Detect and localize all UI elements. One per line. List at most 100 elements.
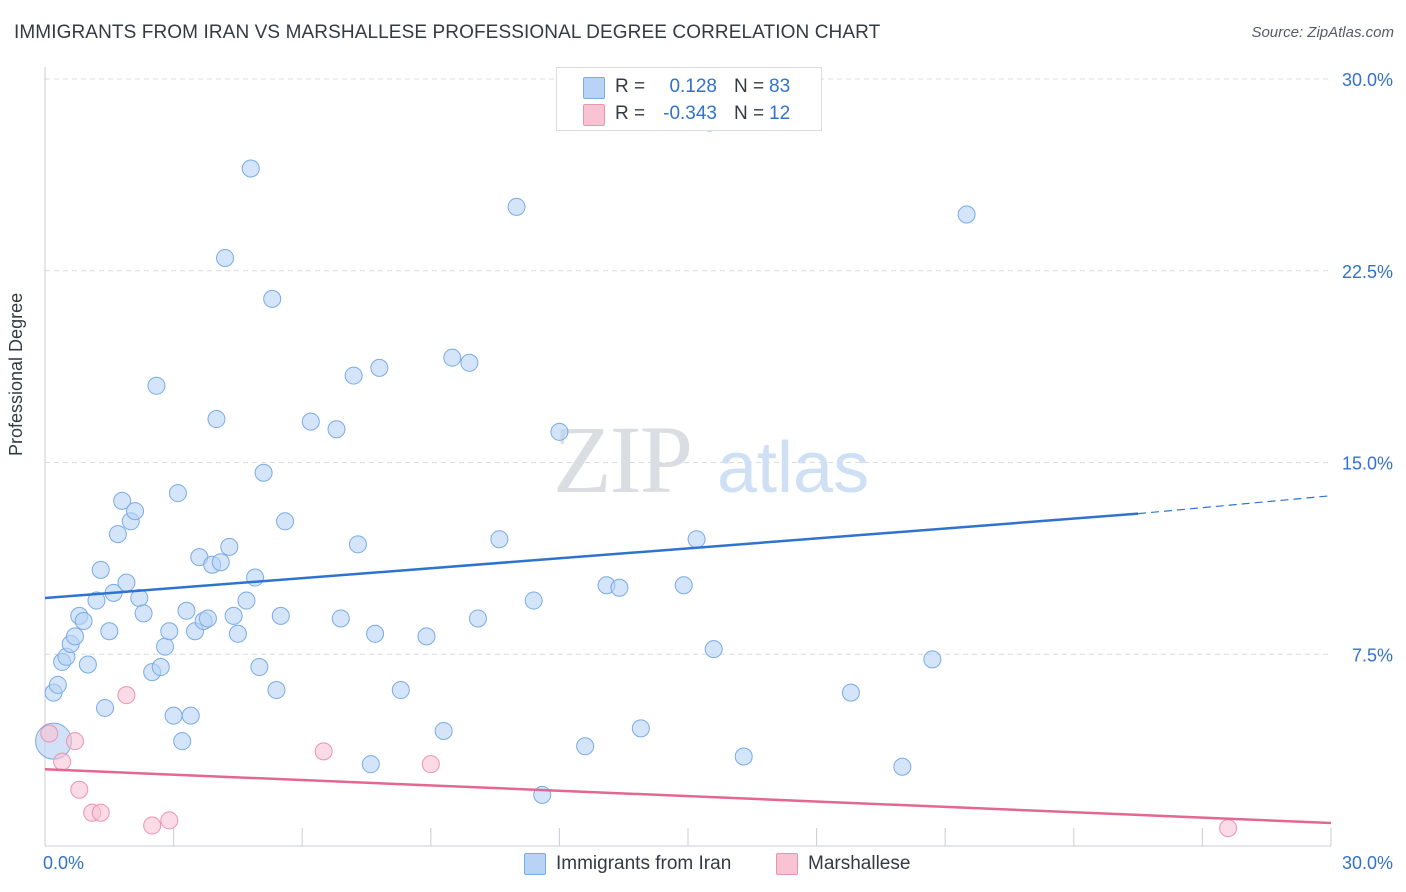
axis-layer — [44, 67, 1332, 847]
marshallese-point — [117, 686, 136, 705]
x-tick-label-max: 30.0% — [1342, 853, 1393, 873]
legend-n-value: 12 — [769, 103, 791, 124]
y-tick-label: 15.0% — [1342, 454, 1393, 474]
marshallese-point — [91, 803, 110, 822]
y-tick-label: 7.5% — [1352, 645, 1393, 665]
iran-point — [370, 358, 389, 377]
legend-n-label: N = — [734, 103, 765, 124]
iran-point — [87, 591, 106, 610]
iran-point — [734, 747, 753, 766]
series-label-iran: Immigrants from Iran — [556, 853, 732, 874]
iran-trend-line — [44, 512, 1139, 600]
iran-point — [344, 366, 363, 385]
y-tick-label: 30.0% — [1342, 70, 1393, 90]
iran-point — [126, 502, 145, 521]
iran-point — [704, 640, 723, 659]
iran-point — [207, 410, 226, 429]
legend-swatch-marshallese — [583, 104, 605, 126]
iran-point — [524, 591, 543, 610]
iran-point — [361, 755, 380, 774]
series-legend: Immigrants from Iran Marshallese — [0, 852, 1406, 878]
iran-point — [507, 197, 526, 216]
grid-layer — [45, 78, 1331, 655]
iran-point — [460, 353, 479, 372]
iran-point — [198, 609, 217, 628]
iran-point — [263, 289, 282, 308]
series-label-marshallese: Marshallese — [808, 853, 911, 874]
iran-point — [550, 422, 569, 441]
iran-point — [417, 627, 436, 646]
iran-point — [173, 732, 192, 751]
legend-r-label: R = — [615, 76, 646, 97]
legend-swatch-iran — [583, 77, 605, 99]
iran-point — [391, 681, 410, 700]
x-tick-label-min: 0.0% — [43, 853, 84, 873]
iran-point — [250, 658, 269, 677]
iran-point — [134, 604, 153, 623]
iran-point — [48, 675, 67, 694]
iran-point — [228, 624, 247, 643]
legend-n-label: N = — [734, 76, 765, 97]
iran-point — [168, 484, 187, 503]
iran-point — [147, 376, 166, 395]
legend-r-value: -0.343 — [663, 103, 717, 124]
iran-point — [468, 609, 487, 628]
iran-point — [267, 681, 286, 700]
iran-point — [631, 719, 650, 738]
iran-point — [348, 535, 367, 554]
iran-point — [156, 637, 175, 656]
legend-r-value: 0.128 — [669, 76, 717, 97]
marshallese-point — [421, 755, 440, 774]
iran-point — [674, 576, 693, 595]
marshallese-trend-line — [44, 768, 1332, 825]
chart-source: Source: ZipAtlas.com — [1251, 24, 1394, 41]
iran-point — [181, 706, 200, 725]
iran-point — [237, 591, 256, 610]
watermark-atlas: atlas — [717, 428, 869, 508]
iran-point — [211, 553, 230, 572]
iran-point — [923, 650, 942, 669]
marshallese-point — [70, 780, 89, 799]
iran-point — [96, 698, 115, 717]
trend-layer — [44, 495, 1332, 825]
iran-point — [241, 159, 260, 178]
iran-point — [78, 655, 97, 674]
chart-title: IMMIGRANTS FROM IRAN VS MARSHALLESE PROF… — [14, 22, 881, 43]
watermark: ZIP atlas — [553, 406, 869, 513]
iran-point — [100, 622, 119, 641]
stats-legend: R = 0.128 N = 83 R = -0.343 N = 12 — [556, 67, 822, 131]
iran-point — [113, 491, 132, 510]
iran-point — [164, 706, 183, 725]
marshallese-point — [53, 752, 72, 771]
iran-point — [331, 609, 350, 628]
iran-point — [177, 601, 196, 620]
iran-point — [91, 560, 110, 579]
marshallese-point — [40, 724, 59, 743]
iran-point — [271, 606, 290, 625]
iran-point — [490, 530, 509, 549]
iran-point — [301, 412, 320, 431]
iran-point — [74, 612, 93, 631]
legend-r-label: R = — [615, 103, 646, 124]
marshallese-point — [1219, 819, 1238, 838]
iran-point — [443, 348, 462, 367]
y-tick-label: 22.5% — [1342, 262, 1393, 282]
series-swatch-marshallese — [776, 853, 798, 875]
legend-n-value: 83 — [769, 76, 791, 97]
iran-point — [957, 205, 976, 224]
iran-point — [151, 658, 170, 677]
watermark-zip: ZIP — [553, 406, 691, 513]
iran-point — [687, 530, 706, 549]
series-swatch-iran — [524, 853, 546, 875]
iran-point — [108, 525, 127, 544]
marshallese-point — [66, 732, 85, 751]
points-layer — [35, 113, 1238, 838]
iran-point — [434, 721, 453, 740]
iran-point — [224, 606, 243, 625]
iran-point — [841, 683, 860, 702]
iran-point — [276, 512, 295, 531]
iran-point — [66, 627, 85, 646]
iran-point — [366, 624, 385, 643]
iran-point — [893, 757, 912, 776]
